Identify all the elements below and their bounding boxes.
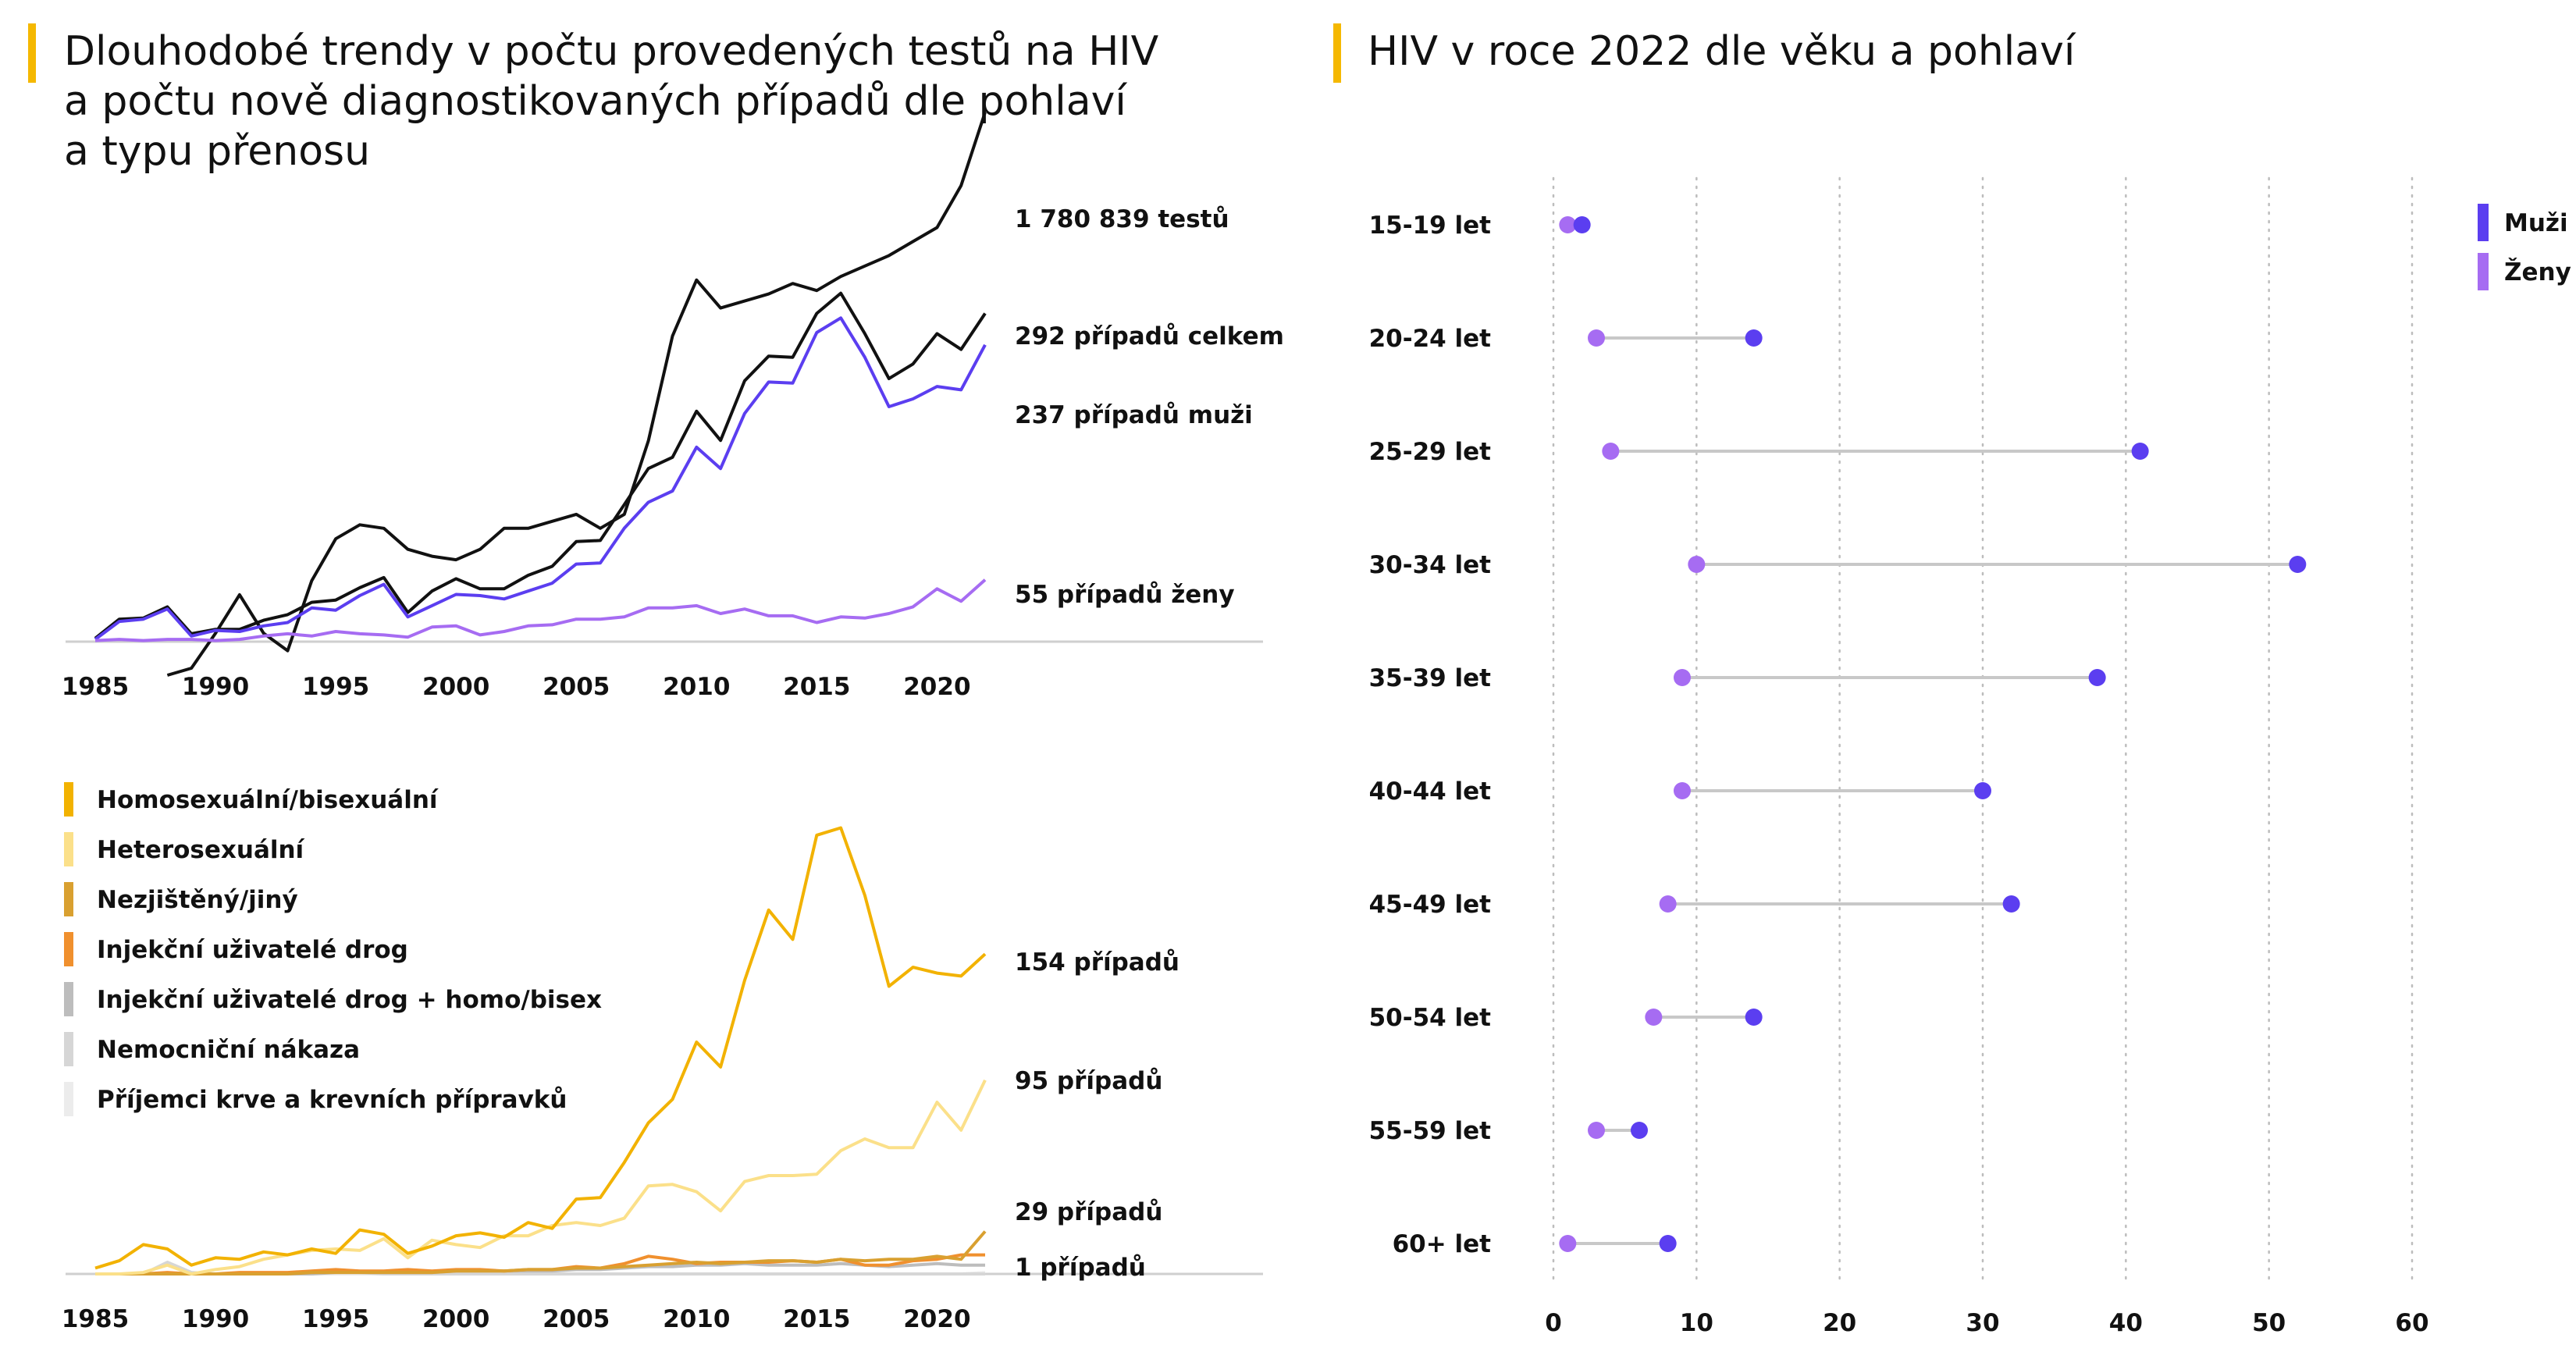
legend-label-muzi: Muži xyxy=(2504,209,2568,237)
point-muzi-25-29-let xyxy=(2131,443,2149,460)
x-tick-2020: 2020 xyxy=(903,673,970,701)
series-line-pripadu-zeny xyxy=(94,578,987,642)
legend-label-zeny: Ženy xyxy=(2504,258,2571,286)
series-label-testu: 1 780 839 testů xyxy=(1015,205,1229,233)
x-tick-10: 10 xyxy=(1680,1309,1713,1337)
x-tick-40: 40 xyxy=(2109,1309,2143,1337)
series-label-nezjisteny-jiny: 29 případů xyxy=(1015,1198,1162,1226)
x-tick-0: 0 xyxy=(1545,1309,1562,1337)
series-line-homosexualni-bisexualni xyxy=(94,826,987,1270)
left-chart-title: Dlouhodobé trendy v počtu provedených te… xyxy=(64,27,1282,176)
point-zeny-30-34-let xyxy=(1688,556,1706,573)
x-tick-60: 60 xyxy=(2395,1309,2428,1337)
series-line-testu xyxy=(166,112,987,677)
point-zeny-60-let xyxy=(1559,1235,1577,1252)
point-muzi-45-49-let xyxy=(2002,895,2020,913)
legend-swatch-injekcni-uzivatele-drog xyxy=(64,932,73,966)
legend-swatch-zeny xyxy=(2478,253,2489,290)
x-tick-20: 20 xyxy=(1823,1309,1856,1337)
legend-label-injekcni-uzivatele-drog-homo-bisex: Injekční uživatelé drog + homo/bisex xyxy=(97,986,602,1014)
left-title-accent xyxy=(28,23,36,83)
series-line-pripadu-muzi xyxy=(94,316,987,641)
series-label-pripadu-celkem: 292 případů celkem xyxy=(1015,322,1284,350)
legend-label-injekcni-uzivatele-drog: Injekční uživatelé drog xyxy=(97,936,408,964)
point-muzi-50-54-let xyxy=(1745,1009,1763,1026)
point-zeny-35-39-let xyxy=(1674,669,1691,686)
legend-swatch-prijemci-krve-a-krevnich-pripravku xyxy=(64,1082,73,1116)
age-label-35-39-let: 35-39 let xyxy=(1369,664,1492,692)
point-zeny-15-19-let xyxy=(1559,216,1577,233)
legend-swatch-nezjisteny-jiny xyxy=(64,882,73,916)
point-muzi-30-34-let xyxy=(2289,556,2307,573)
point-muzi-55-59-let xyxy=(1631,1122,1648,1139)
legend-label-nezjisteny-jiny: Nezjištěný/jiný xyxy=(97,886,298,914)
x-tick-2020: 2020 xyxy=(903,1305,970,1333)
point-zeny-40-44-let xyxy=(1674,782,1691,799)
x-tick-1990: 1990 xyxy=(182,1305,249,1333)
series-label-homosexualni-bisexualni: 154 případů xyxy=(1015,948,1179,977)
series-label-pripadu-muzi: 237 případů muži xyxy=(1015,401,1253,429)
age-label-25-29-let: 25-29 let xyxy=(1369,438,1492,466)
legend-label-heterosexualni: Heterosexuální xyxy=(97,836,305,864)
series-line-nezjisteny-jiny xyxy=(95,1230,987,1276)
age-label-30-34-let: 30-34 let xyxy=(1369,551,1492,579)
age-label-20-24-let: 20-24 let xyxy=(1369,325,1492,353)
x-tick-1990: 1990 xyxy=(182,673,249,701)
x-tick-2000: 2000 xyxy=(422,673,489,701)
age-label-50-54-let: 50-54 let xyxy=(1369,1004,1492,1032)
x-tick-1995: 1995 xyxy=(302,1305,369,1333)
x-tick-2000: 2000 xyxy=(422,1305,489,1333)
age-label-15-19-let: 15-19 let xyxy=(1369,212,1492,240)
left-title-line-3: a typu přenosu xyxy=(64,128,371,175)
age-label-55-59-let: 55-59 let xyxy=(1369,1117,1492,1145)
point-muzi-60-let xyxy=(1659,1235,1677,1252)
transmission-type-chart: Homosexuální/bisexuální Heterosexuální Nez… xyxy=(62,782,1263,1333)
x-tick-2005: 2005 xyxy=(543,673,610,701)
point-zeny-25-29-let xyxy=(1602,443,1620,460)
x-tick-50: 50 xyxy=(2252,1309,2286,1337)
left-title-line-1: Dlouhodobé trendy v počtu provedených te… xyxy=(64,28,1159,75)
series-label-heterosexualni: 95 případů xyxy=(1015,1067,1162,1095)
series-label-injekcni-uzivatele-drog: 1 případů xyxy=(1015,1254,1146,1282)
point-muzi-40-44-let xyxy=(1974,782,1991,799)
left-title-line-2: a počtu nově diagnostikovaných případů d… xyxy=(64,78,1126,125)
point-zeny-20-24-let xyxy=(1588,329,1605,347)
legend-swatch-injekcni-uzivatele-drog-homo-bisex xyxy=(64,982,73,1016)
series-label-pripadu-zeny: 55 případů ženy xyxy=(1015,581,1235,609)
x-tick-2010: 2010 xyxy=(663,1305,730,1333)
x-tick-1985: 1985 xyxy=(62,673,129,701)
x-tick-1995: 1995 xyxy=(302,673,369,701)
age-label-40-44-let: 40-44 let xyxy=(1369,777,1492,806)
legend-swatch-nemocnicni-nakaza xyxy=(64,1032,73,1066)
legend-swatch-muzi xyxy=(2478,204,2489,241)
x-tick-2010: 2010 xyxy=(663,673,730,701)
x-tick-1985: 1985 xyxy=(62,1305,129,1333)
series-line-pripadu-celkem xyxy=(94,291,987,640)
point-zeny-50-54-let xyxy=(1645,1009,1663,1026)
point-muzi-35-39-let xyxy=(2088,669,2106,686)
legend-swatch-heterosexualni xyxy=(64,832,73,866)
point-muzi-20-24-let xyxy=(1745,329,1763,347)
x-tick-30: 30 xyxy=(1966,1309,1999,1337)
x-tick-2015: 2015 xyxy=(783,1305,850,1333)
legend-label-prijemci-krve-a-krevnich-pripravku: Příjemci krve a krevních přípravků xyxy=(97,1086,568,1114)
age-label-45-49-let: 45-49 let xyxy=(1369,891,1492,919)
age-label-60-let: 60+ let xyxy=(1393,1230,1492,1258)
point-zeny-45-49-let xyxy=(1659,895,1677,913)
age-sex-dumbbell-chart: 0 10 20 30 40 50 60 15-19 let 20-24 let 25-29 let… xyxy=(1369,176,2571,1337)
x-tick-2015: 2015 xyxy=(783,673,850,701)
legend-label-homosexualni-bisexualni: Homosexuální/bisexuální xyxy=(97,786,439,814)
right-title-accent xyxy=(1333,23,1341,83)
point-zeny-55-59-let xyxy=(1588,1122,1605,1139)
series-line-heterosexualni xyxy=(95,1079,987,1276)
right-chart-title: HIV v roce 2022 dle věku a pohlaví xyxy=(1368,28,2076,75)
legend-swatch-homosexualni-bisexualni xyxy=(64,782,73,817)
trends-tests-cases-chart: 1 780 839 testů 292 případů celkem 237 pří… xyxy=(62,112,1284,701)
x-tick-2005: 2005 xyxy=(543,1305,610,1333)
point-muzi-15-19-let xyxy=(1573,216,1591,233)
legend-label-nemocnicni-nakaza: Nemocniční nákaza xyxy=(97,1036,360,1064)
